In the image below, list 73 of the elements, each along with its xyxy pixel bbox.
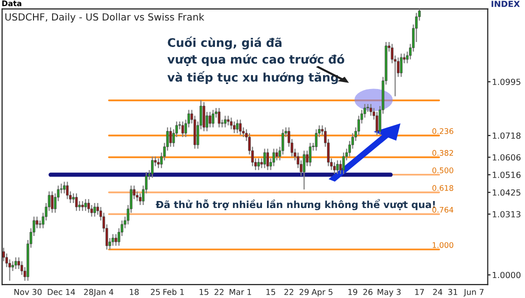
candlestick [169, 126, 172, 148]
x-tick-label: 22 [284, 288, 294, 295]
candlestick [272, 148, 276, 167]
candlestick [36, 216, 38, 229]
x-tick-label: 19 [348, 288, 358, 295]
candlestick [263, 148, 266, 169]
candlestick [376, 111, 378, 136]
candlestick [230, 117, 233, 130]
x-tick-label: Nov 30 [14, 288, 42, 295]
chart-title: USDCHF, Daily - US Dollar vs Swiss Frank [5, 13, 204, 22]
candlestick [208, 111, 212, 128]
x-tick-label: 22 [214, 288, 224, 295]
candlestick [224, 115, 226, 128]
candlestick [333, 162, 336, 174]
x-tick-label: 29 [300, 288, 309, 295]
y-tick-label: 1.0606 [492, 154, 521, 161]
candlestick [266, 148, 269, 171]
x-tick-label: Dec 14 [48, 289, 76, 295]
x-tick-label: 15 [200, 289, 208, 295]
candlestick [112, 234, 114, 246]
candlestick [75, 192, 78, 212]
y-tick-label: 1.0000 [492, 272, 520, 278]
candlestick [87, 198, 90, 214]
x-tick-label: Jun 7 [464, 289, 484, 296]
candlestick [114, 234, 118, 246]
y-tick-label: 1.0516 [492, 172, 521, 178]
x-tick-label: 25 [150, 288, 160, 295]
x-tick-label: 28 [84, 288, 94, 295]
text: INDEX [492, 0, 520, 7]
x-tick-label: Apr 5 [312, 289, 332, 297]
candlestick [84, 198, 87, 212]
candlestick [339, 160, 342, 174]
x-tick-label: 18 [130, 288, 139, 295]
candlestick [257, 158, 260, 171]
candlestick [81, 200, 84, 212]
candlestick [11, 260, 14, 272]
candlestick [342, 152, 345, 174]
x-tick-label: 17 [415, 289, 424, 295]
candlestick [314, 128, 318, 152]
x-tick-label: Feb 1 [163, 288, 184, 295]
candlestick [308, 142, 312, 167]
candlestick [66, 181, 69, 200]
y-tick-label: 1.0425 [492, 189, 520, 196]
candlestick [14, 256, 18, 270]
y-tick-label: 1.0718 [492, 132, 520, 139]
y-tick-label: 1.0995 [492, 78, 520, 86]
candlestick [212, 109, 214, 128]
x-tick-label: Mar 1 [230, 289, 252, 295]
candlestick [202, 102, 206, 132]
candlestick [233, 120, 236, 134]
candlestick [370, 104, 372, 116]
x-tick-label: May 3 [378, 288, 401, 297]
candlestick [50, 190, 54, 214]
candlestick [93, 202, 96, 218]
candlestick [151, 156, 154, 178]
x-tick-label: 15 [266, 289, 276, 295]
candlestick [157, 158, 160, 169]
candlestick [226, 115, 230, 126]
candlestick [78, 200, 81, 212]
candlestick [336, 160, 339, 174]
candlestick [218, 107, 220, 128]
x-tick-label: 31 [448, 288, 458, 295]
y-tick-label: 1.0313 [492, 211, 520, 218]
candlestick [302, 150, 306, 190]
x-tick-label: 26 [363, 288, 372, 295]
candlestick [63, 181, 66, 194]
candlestick [181, 120, 184, 138]
candlestick [239, 119, 242, 136]
candlestick [72, 192, 75, 204]
candlestick [236, 119, 239, 134]
x-tick-label: Jan 4 [93, 289, 114, 296]
x-tick-label: 24 [433, 288, 442, 295]
candlestick [400, 53, 402, 78]
